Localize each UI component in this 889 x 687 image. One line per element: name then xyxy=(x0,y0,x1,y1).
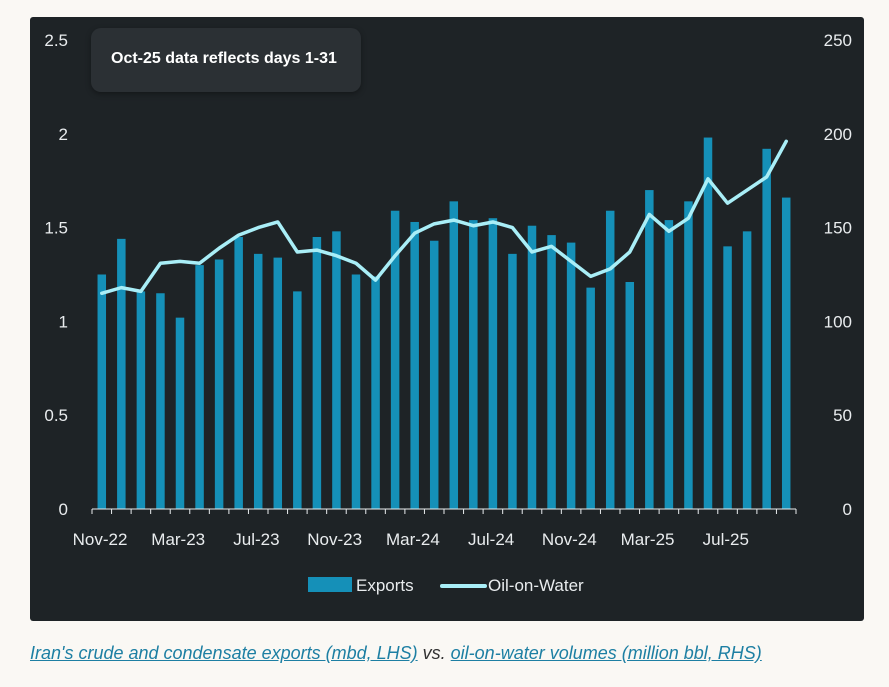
x-tick-label: Nov-23 xyxy=(307,530,362,549)
y-right-tick-label: 150 xyxy=(824,219,852,238)
y-right-tick-label: 200 xyxy=(824,125,852,144)
annotation-text: Oct-25 data reflects days 1-31 xyxy=(111,50,337,67)
y-left-tick-label: 0 xyxy=(59,500,68,519)
bar-exports-Feb-23 xyxy=(156,293,165,509)
bar-exports-Nov-23 xyxy=(332,231,341,509)
y-left-tick-label: 2 xyxy=(59,125,68,144)
bar-exports-Dec-22 xyxy=(117,238,126,510)
bar-exports-May-25 xyxy=(684,201,693,509)
y-right-tick-label: 0 xyxy=(843,500,852,519)
line-oil-on-water xyxy=(100,139,788,296)
bar-exports-May-23 xyxy=(214,259,224,509)
bar-exports-Dec-24 xyxy=(586,287,595,509)
x-tick-label: Jul-24 xyxy=(468,530,514,549)
bar-exports-Oct-24 xyxy=(547,235,556,509)
bar-exports-Jun-25 xyxy=(703,137,713,510)
bar-exports-Mar-25 xyxy=(645,190,654,509)
bar-exports-Apr-24 xyxy=(429,240,439,510)
bar-exports-Jan-23 xyxy=(136,291,146,509)
bar-exports-Mar-24 xyxy=(410,221,419,509)
bar-exports-May-24 xyxy=(449,201,459,509)
bar-exports-Sep-24 xyxy=(527,225,537,509)
bar-exports-Sep-23 xyxy=(293,291,302,509)
y-left-tick-label: 1.5 xyxy=(44,219,68,238)
chart-svg: Nov-22 Mar-23 Jul-23 Nov-23 Mar-24 Jul-24 Nov-… xyxy=(44,31,852,595)
x-tick-label: Nov-22 xyxy=(73,530,128,549)
bar-exports-Jun-24 xyxy=(469,220,478,509)
legend-exports-swatch xyxy=(308,577,352,592)
bar-exports-Jul-25 xyxy=(723,246,732,510)
bar-exports-Jul-23 xyxy=(253,253,263,509)
x-tick-label: Jul-25 xyxy=(703,530,749,549)
x-tick-label: Mar-23 xyxy=(151,530,205,549)
y-left-tick-label: 0.5 xyxy=(44,406,68,425)
bar-exports-Nov-24 xyxy=(566,242,576,510)
bar-exports-Aug-23 xyxy=(273,257,283,509)
y-left-tick-label: 1 xyxy=(59,312,68,331)
figure-caption: Iran's crude and condensate exports (mbd… xyxy=(30,643,864,664)
bar-exports-Jun-23 xyxy=(234,236,243,510)
caption-separator: vs. xyxy=(417,643,451,663)
x-tick-label: Jul-23 xyxy=(233,530,279,549)
x-tick-label: Nov-24 xyxy=(542,530,597,549)
axis-layer: Nov-22 Mar-23 Jul-23 Nov-23 Mar-24 Jul-24 Nov-… xyxy=(44,31,852,549)
caption-link-exports[interactable]: Iran's crude and condensate exports (mbd… xyxy=(30,643,418,663)
x-tick-label: Mar-25 xyxy=(621,530,675,549)
y-left-tick-label: 2.5 xyxy=(44,31,68,50)
y-right-tick-label: 50 xyxy=(833,406,852,425)
bar-exports-Oct-23 xyxy=(312,236,322,510)
annotation-box: Oct-25 data reflects days 1-31 xyxy=(91,28,361,92)
bar-exports-Aug-24 xyxy=(508,253,517,509)
bar-exports-Sep-25 xyxy=(762,148,771,509)
chart-panel: Nov-22 Mar-23 Jul-23 Nov-23 Mar-24 Jul-24 Nov-… xyxy=(30,17,864,621)
bar-exports-Apr-23 xyxy=(195,265,204,509)
bar-exports-Feb-24 xyxy=(390,210,400,509)
legend: Exports Oil-on-Water xyxy=(308,576,584,595)
bar-exports-Dec-23 xyxy=(351,274,361,509)
bar-exports-Jan-24 xyxy=(371,276,380,509)
caption-link-oil-on-water[interactable]: oil-on-water volumes (million bbl, RHS) xyxy=(450,643,762,663)
bar-exports-Aug-25 xyxy=(742,231,752,509)
bars-layer xyxy=(97,137,791,510)
line-layer xyxy=(100,139,788,296)
bar-exports-Mar-23 xyxy=(175,317,185,509)
bar-exports-Oct-25 xyxy=(781,197,791,509)
legend-oil-on-water-label: Oil-on-Water xyxy=(488,576,584,595)
legend-exports-label: Exports xyxy=(356,576,414,595)
y-right-tick-label: 100 xyxy=(824,312,852,331)
bar-exports-Nov-22 xyxy=(97,274,107,509)
x-tick-label: Mar-24 xyxy=(386,530,440,549)
bar-exports-Apr-25 xyxy=(664,220,674,509)
bar-exports-Jan-25 xyxy=(605,210,615,509)
bar-exports-Jul-24 xyxy=(488,218,498,509)
bar-exports-Feb-25 xyxy=(625,282,635,509)
y-right-tick-label: 250 xyxy=(824,31,852,50)
